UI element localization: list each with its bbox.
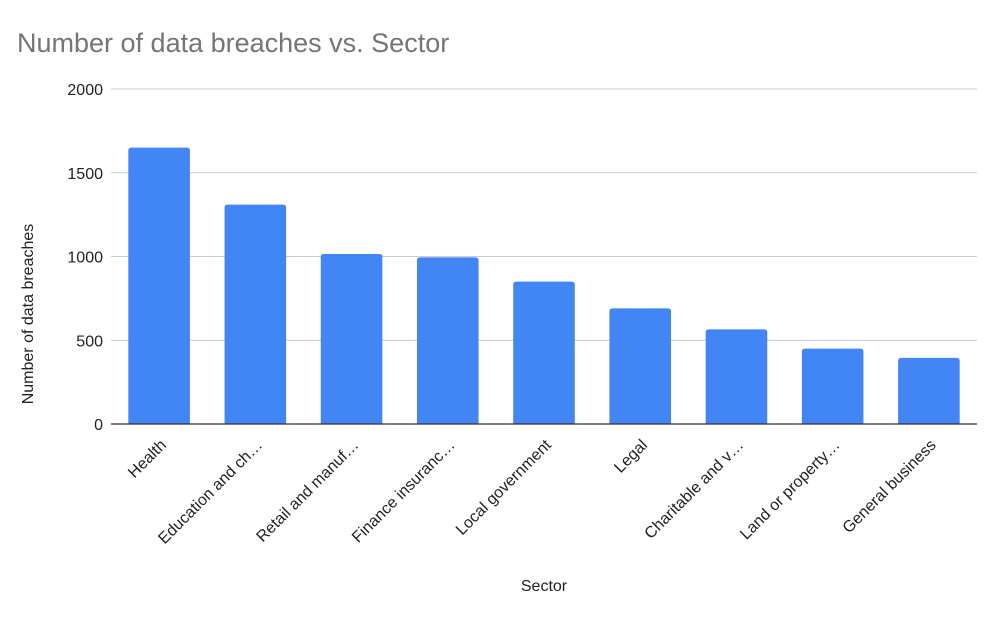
x-axis-title: Sector (521, 578, 568, 595)
y-axis-title: Number of data breaches (20, 224, 37, 405)
bars (128, 147, 960, 424)
x-tick-label: Charitable and v… (642, 437, 748, 543)
x-tick-label: Land or property… (737, 437, 843, 543)
x-tick-label: Finance insuranc… (349, 437, 458, 546)
bar (224, 204, 287, 424)
y-tick-label: 1000 (67, 250, 103, 267)
y-tick-label: 500 (76, 333, 103, 350)
x-tick-label: Retail and manuf… (254, 437, 363, 546)
y-tick-label: 2000 (67, 82, 103, 99)
bar (705, 329, 768, 424)
bar (416, 257, 479, 424)
y-axis-ticks: 0 500 1000 1500 2000 (67, 82, 103, 434)
y-tick-label: 1500 (67, 166, 103, 183)
bar (898, 357, 960, 424)
x-tick-label: General business (840, 437, 940, 537)
bar (513, 281, 575, 424)
chart-title: Number of data breaches vs. Sector (17, 28, 449, 58)
y-tick-label: 0 (94, 417, 103, 434)
x-tick-label: Health (125, 437, 170, 482)
bar (320, 253, 383, 424)
x-tick-label: Local government (453, 436, 555, 538)
bar (801, 348, 864, 424)
x-tick-label: Education and ch… (155, 437, 266, 548)
bar (128, 147, 190, 424)
bar (609, 308, 672, 424)
x-tick-label: Legal (611, 437, 651, 477)
